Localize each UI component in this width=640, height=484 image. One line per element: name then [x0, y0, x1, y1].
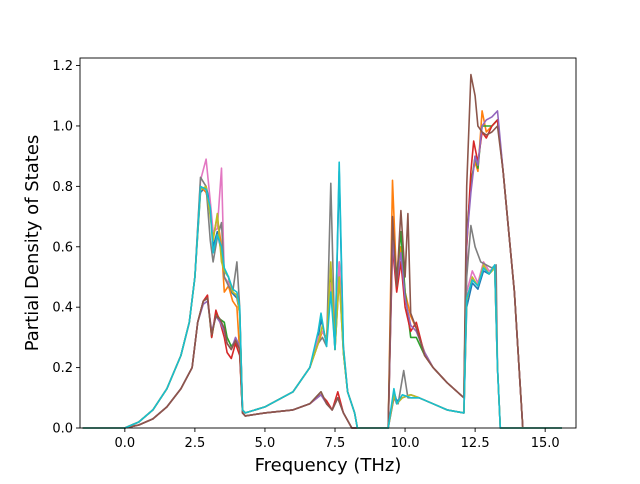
x-tick-label: 10.0	[391, 436, 420, 451]
y-axis-ticks: 0.0 0.2 0.4 0.6 0.8 1.0 1.2	[52, 59, 80, 437]
x-tick-label: 5.0	[255, 436, 276, 451]
series-group	[82, 73, 562, 429]
x-tick-label: 2.5	[185, 436, 206, 451]
y-tick-label: 0.6	[52, 240, 73, 255]
series-line-4	[82, 119, 562, 429]
x-tick-label: 12.5	[461, 436, 490, 451]
x-axis-ticks: 0.0 2.5 5.0 7.5 10.0 12.5 15.0	[114, 428, 560, 451]
series-line-10	[82, 161, 562, 429]
axes-frame	[79, 57, 577, 429]
x-axis-label: Frequency (THz)	[255, 455, 402, 476]
x-tick-label: 15.0	[531, 436, 560, 451]
y-tick-label: 0.0	[52, 422, 73, 437]
x-tick-label: 0.0	[114, 436, 135, 451]
y-tick-label: 0.2	[52, 361, 73, 376]
series-line-6	[82, 73, 562, 429]
y-axis-label: Partial Density of States	[22, 135, 43, 352]
x-tick-label: 7.5	[325, 436, 346, 451]
y-tick-label: 1.2	[52, 59, 73, 74]
y-tick-label: 0.4	[52, 301, 73, 316]
y-tick-label: 0.8	[52, 180, 73, 195]
y-tick-label: 1.0	[52, 119, 73, 134]
